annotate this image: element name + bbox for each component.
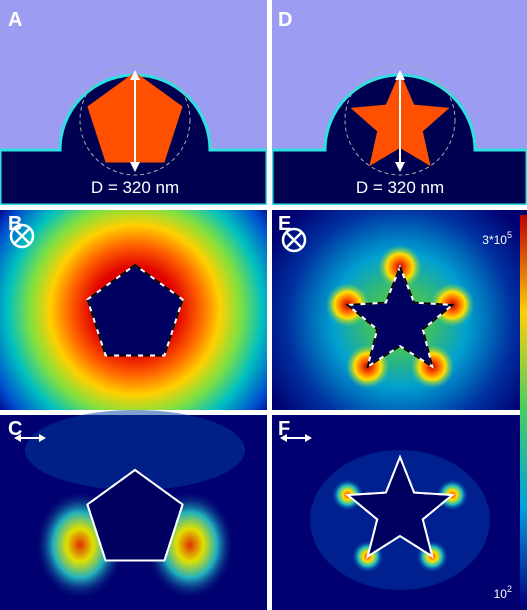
panel-label: C bbox=[8, 418, 22, 440]
colorbar-min-exponent: 2 bbox=[507, 584, 512, 594]
dimension-label: D = 320 nm bbox=[356, 178, 444, 197]
colorbar bbox=[520, 215, 527, 605]
colorbar-max-base: 3*10 bbox=[482, 233, 507, 247]
panel-label: F bbox=[278, 418, 290, 440]
panel-label: E bbox=[278, 213, 291, 235]
colorbar-max-exponent: 5 bbox=[507, 230, 512, 240]
colorbar-min-base: 10 bbox=[494, 587, 508, 601]
panel-label: A bbox=[8, 9, 22, 31]
figure: A D = 320 nm D D = 320 nm B E C F 3*105 … bbox=[0, 0, 527, 610]
panel-label: B bbox=[8, 213, 22, 235]
dimension-label: D = 320 nm bbox=[91, 178, 179, 197]
panel-label: D bbox=[278, 9, 292, 31]
